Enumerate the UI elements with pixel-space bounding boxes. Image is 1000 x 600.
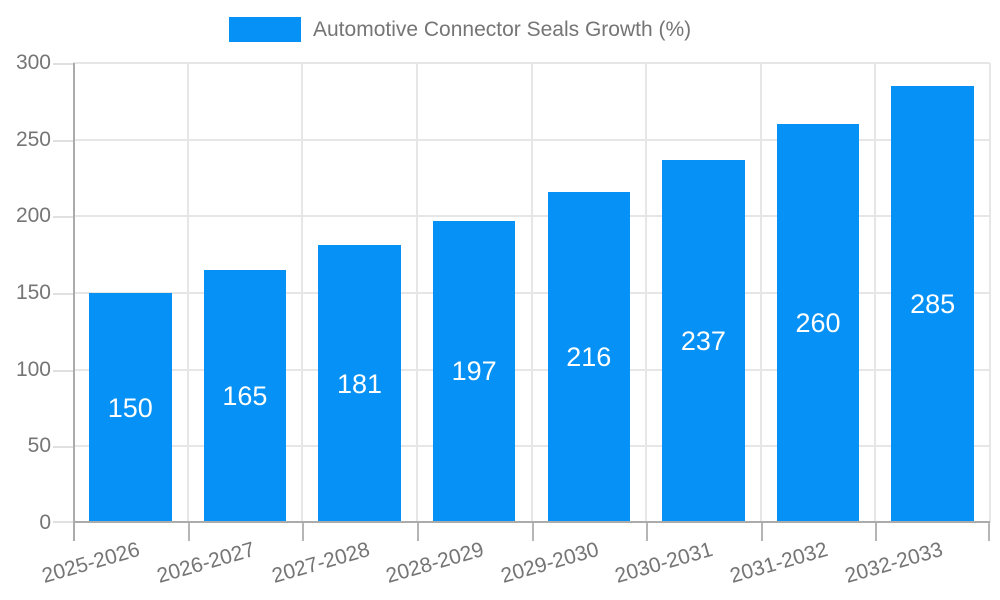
y-tick-100	[53, 369, 73, 372]
bar-slot-2030-2031: 237	[646, 63, 761, 523]
y-tick-250	[53, 139, 73, 142]
bar-value-label: 260	[795, 308, 841, 339]
bar-2029-2030[interactable]: 216	[547, 191, 631, 523]
y-axis-label-0: 0	[39, 511, 51, 534]
bar-slot-2029-2030: 216	[532, 63, 647, 523]
gridline-x-2	[301, 63, 304, 523]
bar-slot-2026-2027: 165	[188, 63, 303, 523]
gridline-x-4	[530, 63, 533, 523]
gridline-x-3	[415, 63, 418, 523]
y-axis-label-100: 100	[15, 357, 51, 381]
y-tick-150	[53, 293, 73, 295]
bar-value-label: 181	[337, 368, 383, 399]
y-tick-300	[53, 63, 73, 65]
chart-legend: Automotive Connector Seals Growth (%)	[229, 17, 691, 42]
bar-2027-2028[interactable]: 181	[318, 245, 401, 523]
bar-2031-2032[interactable]: 260	[776, 124, 860, 523]
bar-2028-2029[interactable]: 197	[432, 220, 516, 523]
x-tick-3	[416, 523, 419, 541]
x-tick-6	[760, 523, 763, 541]
gridline-x-5	[645, 63, 648, 523]
y-axis-line	[73, 63, 75, 541]
bar-value-label: 165	[222, 381, 268, 411]
bar-slot-2031-2032: 260	[761, 63, 876, 523]
legend-swatch	[229, 17, 301, 42]
y-tick-0	[53, 521, 73, 523]
bar-2025-2026[interactable]: 150	[89, 293, 172, 523]
bar-value-label: 285	[910, 289, 956, 319]
x-tick-8	[988, 523, 990, 541]
bar-slot-2025-2026: 150	[73, 63, 188, 523]
y-tick-200	[53, 216, 73, 219]
x-tick-4	[531, 523, 534, 541]
bar-value-label: 197	[451, 356, 497, 387]
bar-value-label: 237	[680, 325, 726, 356]
bar-slot-2032-2033: 285	[875, 63, 990, 523]
bar-slot-2027-2028: 181	[302, 63, 417, 523]
y-axis-label-200: 200	[15, 204, 51, 228]
y-axis-label-300: 300	[15, 51, 51, 74]
x-tick-1	[187, 523, 190, 541]
y-axis-label-50: 50	[27, 434, 51, 458]
bar-slot-2028-2029: 197	[417, 63, 532, 523]
bar-2032-2033[interactable]: 285	[891, 86, 974, 523]
y-tick-50	[53, 446, 73, 449]
y-axis-label-150: 150	[15, 281, 51, 304]
bar-value-label: 150	[107, 392, 153, 423]
x-axis-line	[73, 521, 990, 523]
legend-label: Automotive Connector Seals Growth (%)	[313, 17, 692, 41]
x-tick-2	[302, 523, 305, 541]
bars-container: 150 165 181 197 216 237 260 285	[73, 63, 990, 523]
bar-2030-2031[interactable]: 237	[662, 159, 745, 523]
x-tick-5	[646, 523, 649, 541]
gridline-x-7	[874, 63, 877, 523]
bar-2026-2027[interactable]: 165	[203, 270, 287, 523]
y-axis-label-250: 250	[15, 127, 51, 151]
gridline-x-6	[759, 63, 762, 523]
x-tick-7	[875, 523, 878, 541]
bar-value-label: 216	[566, 341, 612, 372]
plot-area: 150 165 181 197 216 237 260 285	[53, 62, 991, 541]
gridline-x-8	[989, 63, 991, 523]
gridline-x-1	[186, 63, 189, 523]
